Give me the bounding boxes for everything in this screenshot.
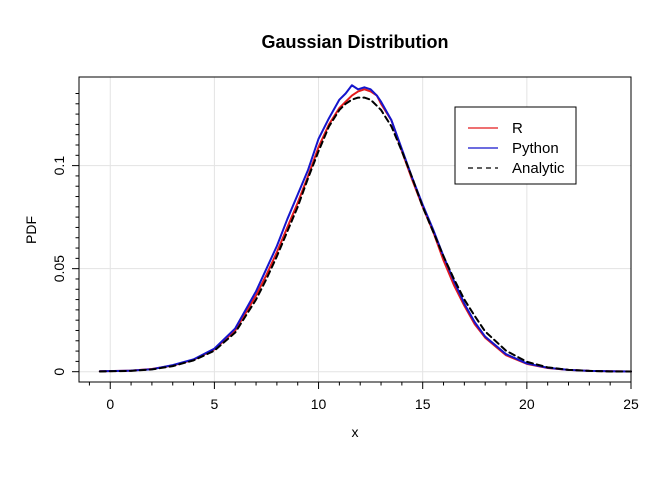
x-tick-label: 15 [415,396,431,412]
legend-label-analytic: Analytic [512,160,565,177]
x-tick-label: 20 [519,396,535,412]
y-axis-label: PDF [23,216,39,244]
x-tick-label: 10 [311,396,327,412]
x-axis: 0 5 10 15 20 25 [88,382,639,412]
y-tick-label: 0 [51,368,67,376]
x-tick-label: 5 [210,396,218,412]
legend: R Python Analytic [454,106,577,185]
legend-label-python: Python [512,140,559,157]
series-line-python [98,84,632,373]
legend-label-r: R [512,120,523,137]
series-line-analytic [98,96,632,373]
x-axis-label: x [352,424,359,440]
series-lines [98,84,632,373]
legend-box [454,106,577,185]
x-tick-label: 0 [106,396,114,412]
plot-frame [78,76,632,383]
y-tick-label: 0.1 [51,156,67,176]
y-axis: 0 0.05 0.1 [51,92,79,376]
chart-title: Gaussian Distribution [261,32,448,52]
y-tick-label: 0.05 [51,255,67,282]
x-tick-label: 25 [623,396,639,412]
